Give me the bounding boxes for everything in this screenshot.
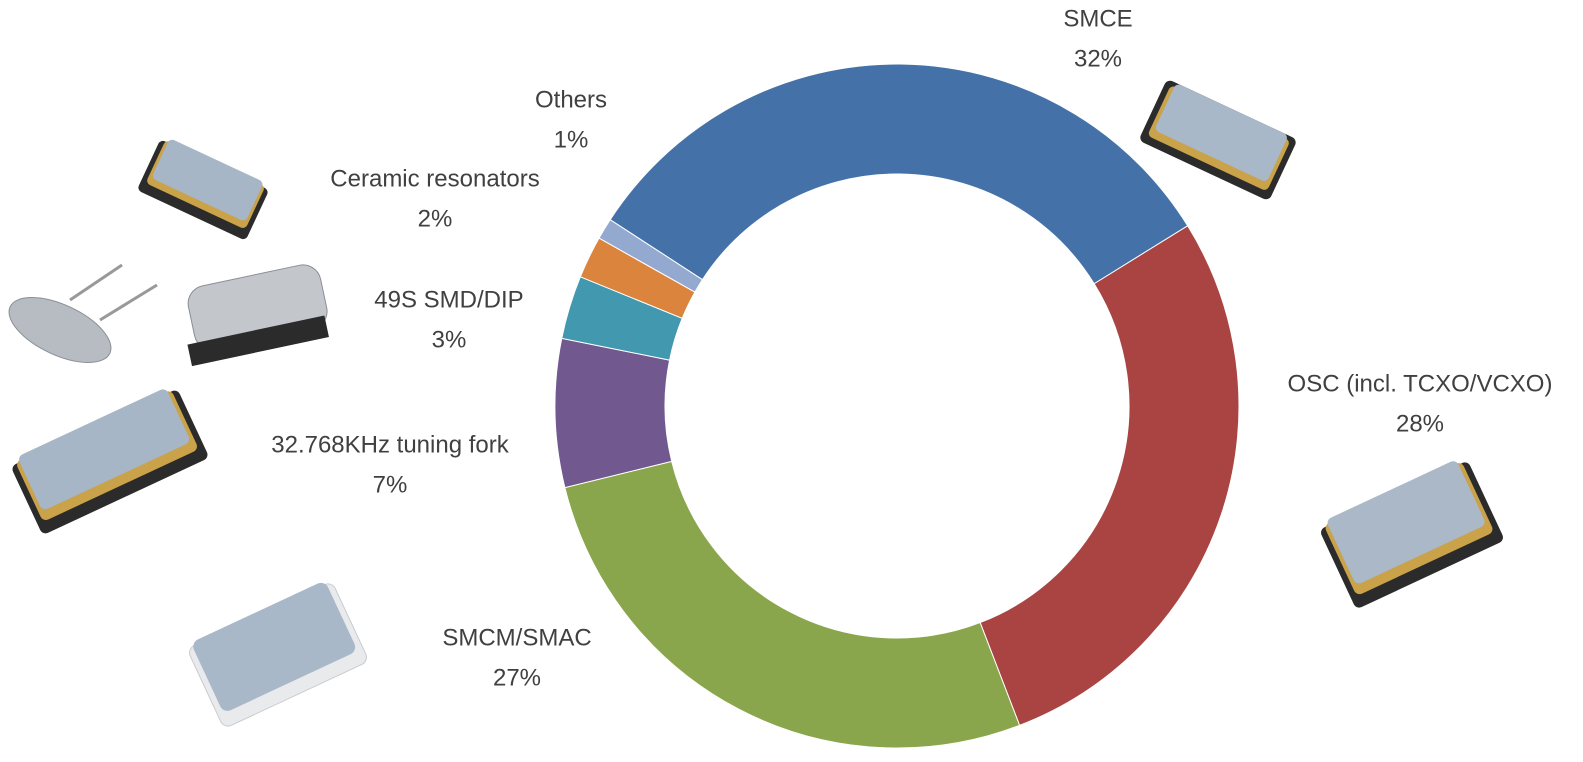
segment-label: 49S SMD/DIP <box>374 286 523 313</box>
segment-label: SMCE <box>1063 5 1132 32</box>
value-label: 32% <box>1074 45 1122 72</box>
donut-segment <box>555 338 672 487</box>
chip <box>1138 79 1297 201</box>
value-label: 2% <box>418 205 453 232</box>
segment-label: OSC (incl. TCXO/VCXO) <box>1288 370 1553 397</box>
segment-label: Others <box>535 86 607 113</box>
value-label: 1% <box>554 126 589 153</box>
chip <box>185 578 369 729</box>
chip <box>137 135 272 241</box>
segment-label: Ceramic resonators <box>330 165 539 192</box>
donut-segment <box>565 461 1020 748</box>
segment-label: 32.768KHz tuning fork <box>271 431 509 458</box>
donut-segment <box>610 64 1187 284</box>
value-label: 28% <box>1396 410 1444 437</box>
chip <box>1317 455 1505 610</box>
chart: SMCE 32% OSC (incl. TCXO/VCXO) 28% SMCM/SMAC… <box>0 0 1583 762</box>
value-label: 7% <box>373 471 408 498</box>
value-label: 3% <box>432 326 467 353</box>
dip-crystal <box>0 262 330 376</box>
donut-segment <box>980 226 1239 726</box>
value-label: 27% <box>493 664 541 691</box>
chip <box>8 383 209 535</box>
segment-label: SMCM/SMAC <box>442 624 591 651</box>
